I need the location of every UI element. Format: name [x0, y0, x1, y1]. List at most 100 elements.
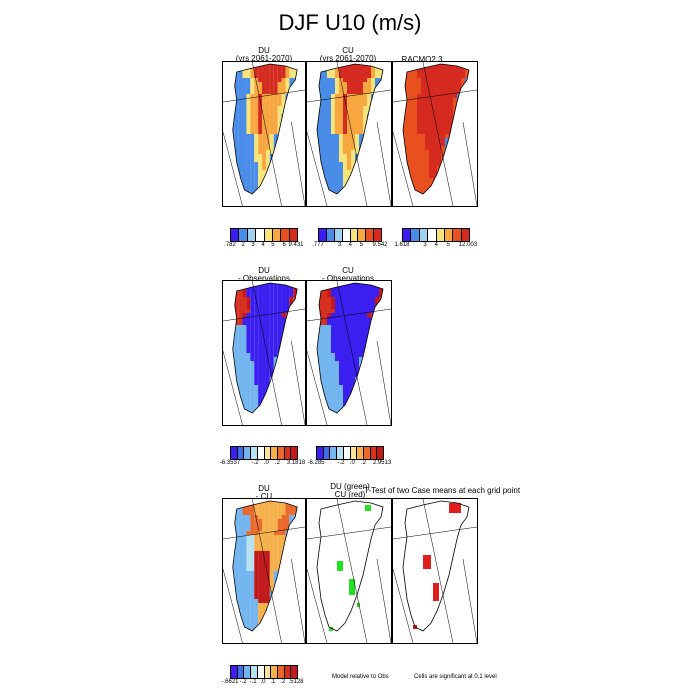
grid-cell: [281, 357, 286, 361]
grid-cell: [311, 202, 315, 206]
grid-cell: [250, 515, 255, 519]
grid-cell: [238, 146, 243, 150]
grid-cell: [343, 178, 347, 182]
grid-cell: [243, 631, 247, 635]
grid-cell: [355, 373, 359, 377]
grid-cell: [254, 555, 259, 559]
grid-cell: [293, 178, 298, 182]
grid-cell: [242, 603, 247, 607]
grid-cell: [223, 166, 227, 170]
grid-cell: [262, 325, 266, 329]
grid-cell: [297, 401, 301, 405]
grid-cell: [383, 413, 387, 417]
grid-cell: [323, 309, 327, 313]
grid-cell: [258, 611, 263, 615]
grid-cell: [293, 417, 297, 421]
grid-cell: [232, 130, 235, 134]
grid-cell: [223, 198, 227, 202]
grid-cell: [457, 82, 461, 86]
grid-cell: [258, 501, 263, 503]
grid-cell: [347, 202, 351, 206]
grid-cell: [339, 138, 343, 142]
grid-cell: [277, 78, 282, 82]
grid-cell: [297, 122, 301, 126]
grid-cell: [317, 369, 319, 373]
grid-cell: [405, 64, 409, 66]
grid-cell: [347, 182, 351, 186]
grid-cell: [335, 150, 339, 154]
tick-label: 3: [251, 242, 255, 248]
grid-cell: [293, 413, 297, 417]
grid-cell: [307, 301, 311, 305]
grid-cell: [254, 543, 259, 547]
grid-cell: [417, 158, 421, 162]
grid-cell: [277, 507, 282, 511]
grid-cell: [359, 202, 363, 206]
grid-cell: [297, 297, 301, 301]
grid-cell: [421, 90, 425, 94]
map-canvas: [223, 281, 305, 425]
significant-cell: [357, 603, 360, 607]
grid-cell: [254, 170, 259, 174]
grid-cell: [254, 66, 259, 70]
grid-cell: [387, 126, 391, 130]
grid-cell: [239, 194, 243, 198]
grid-cell: [331, 170, 335, 174]
grid-cell: [285, 114, 290, 118]
grid-cell: [367, 393, 371, 397]
grid-cell: [371, 393, 375, 397]
grid-cell: [317, 66, 319, 70]
grid-cell: [453, 78, 457, 82]
grid-cell: [277, 110, 282, 114]
grid-cell: [465, 118, 469, 122]
grid-cell: [335, 293, 339, 297]
grid-cell: [301, 74, 305, 78]
grid-cell: [232, 126, 235, 130]
grid-cell: [289, 417, 293, 421]
grid-cell: [254, 631, 258, 635]
grid-cell: [254, 567, 259, 571]
grid-cell: [227, 385, 231, 389]
grid-cell: [234, 154, 239, 158]
grid-cell: [429, 190, 433, 194]
grid-cell: [258, 579, 263, 583]
grid-cell: [242, 551, 247, 555]
grid-cell: [307, 373, 311, 377]
grid-cell: [331, 309, 335, 313]
grid-cell: [393, 194, 397, 198]
grid-cell: [393, 146, 397, 150]
grid-cell: [317, 178, 319, 182]
grid-cell: [285, 381, 290, 385]
grid-cell: [413, 154, 417, 158]
grid-cell: [227, 333, 231, 337]
grid-cell: [285, 170, 290, 174]
grid-cell: [227, 555, 231, 559]
grid-cell: [441, 98, 445, 102]
grid-cell: [319, 333, 323, 337]
grid-cell: [293, 551, 298, 555]
tick-label: -6.285: [307, 460, 325, 466]
grid-cell: [246, 353, 251, 357]
grid-cell: [238, 579, 243, 583]
grid-cell: [269, 615, 274, 619]
grid-cell: [258, 178, 263, 182]
grid-cell: [355, 166, 359, 170]
grid-cell: [258, 401, 263, 405]
grid-cell: [238, 122, 243, 126]
grid-cell: [425, 150, 429, 154]
grid-cell: [355, 202, 359, 206]
grid-cell: [246, 357, 251, 361]
grid-cell: [367, 162, 371, 166]
grid-cell: [433, 170, 437, 174]
grid-cell: [277, 551, 282, 555]
grid-cell: [387, 114, 391, 118]
grid-cell: [238, 591, 243, 595]
grid-cell: [335, 337, 339, 341]
grid-cell: [409, 70, 413, 74]
grid-cell: [445, 154, 449, 158]
grid-cell: [397, 102, 401, 106]
grid-cell: [339, 285, 343, 289]
grid-cell: [339, 301, 343, 305]
grid-cell: [363, 182, 367, 186]
grid-cell: [227, 62, 231, 66]
